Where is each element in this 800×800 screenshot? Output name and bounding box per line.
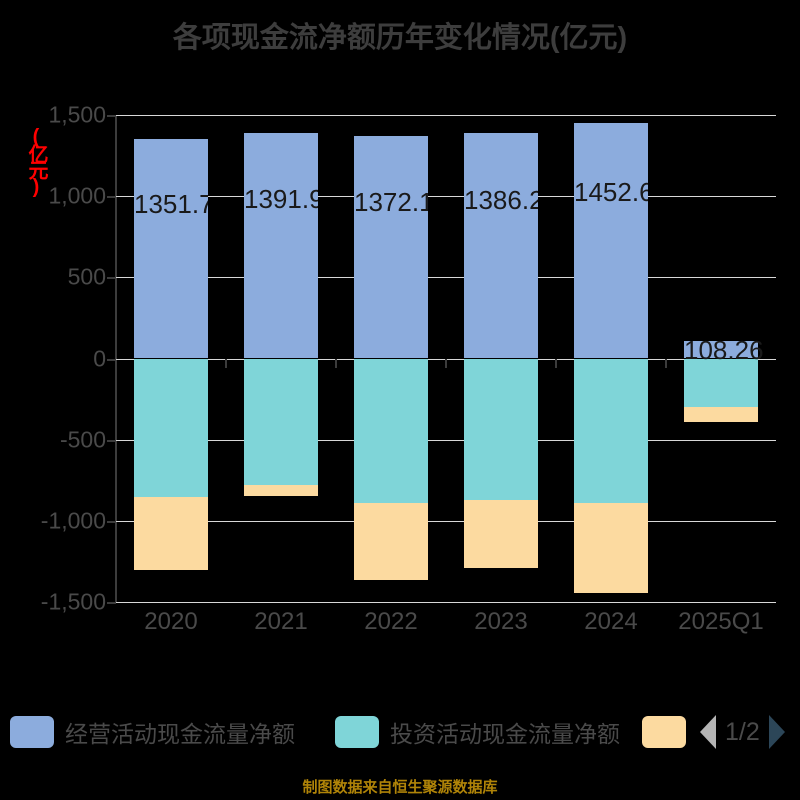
bar-segment-financing[interactable]	[134, 497, 208, 571]
gridline	[116, 602, 776, 603]
y-axis-tick	[107, 520, 116, 523]
chart-title: 各项现金流净额历年变化情况(亿元)	[172, 22, 628, 54]
x-axis-minor-tick	[335, 358, 337, 368]
gridline	[116, 277, 776, 279]
legend-swatch	[335, 716, 379, 748]
x-axis-minor-tick	[665, 358, 667, 368]
bar-segment-operating[interactable]	[684, 340, 758, 359]
bar-segment-investing[interactable]	[684, 358, 758, 408]
bar-value-label: 108.26	[684, 334, 764, 365]
y-axis-tick	[107, 115, 116, 117]
y-axis-tick-label: -500	[59, 426, 106, 453]
bar-group[interactable]: 1391.944	[244, 115, 318, 602]
legend-item-0[interactable]: 经营活动现金流量净额	[10, 715, 295, 749]
pager-page-indicator: 1/2	[725, 717, 760, 746]
bar-value-label: 1372.19	[354, 188, 428, 215]
legend-item-1[interactable]: 投资活动现金流量净额	[335, 715, 620, 749]
bar-segment-operating[interactable]	[244, 132, 318, 359]
bar-value-label: 1452.681	[574, 179, 648, 206]
bar-segment-investing[interactable]	[134, 358, 208, 498]
x-axis-tick-label-2025Q1: 2025Q1	[678, 608, 764, 635]
bar-value-label: 1351.797	[134, 191, 208, 217]
bar-segment-operating[interactable]	[354, 135, 428, 359]
y-axis-tick	[107, 196, 116, 199]
bar-segment-investing[interactable]	[244, 358, 318, 486]
gridline	[116, 115, 776, 116]
y-axis-tick-label: 1,500	[48, 101, 106, 128]
y-axis-unit-label: (亿元)	[25, 126, 47, 194]
bar-group[interactable]: 1351.797	[134, 115, 208, 602]
bar-segment-operating[interactable]	[574, 122, 648, 359]
y-axis-tick-label: 0	[93, 345, 106, 371]
bar-segment-operating[interactable]	[134, 139, 208, 359]
legend-swatch	[642, 716, 686, 748]
triangle-left-icon[interactable]	[700, 715, 716, 749]
bar-group[interactable]: 1452.681	[574, 115, 648, 602]
gridline	[116, 196, 776, 198]
x-axis-minor-tick	[225, 358, 227, 368]
x-axis-minor-tick	[445, 358, 447, 368]
bar-group[interactable]: 108.26	[684, 115, 764, 602]
bar-value-label: 1391.944	[244, 186, 318, 213]
gridline	[116, 520, 776, 522]
bar-segment-financing[interactable]	[574, 503, 648, 594]
x-axis-minor-tick	[555, 358, 557, 368]
y-axis-tick-label: -1,000	[40, 507, 106, 534]
bar-group[interactable]: 1386.231	[464, 115, 538, 602]
legend-item-2[interactable]	[642, 716, 686, 748]
y-axis-tick-label: 500	[67, 263, 106, 290]
plot-area: 1351.797 1391.944 1372.19 1386.231 1452.681 1…	[107, 115, 776, 604]
y-axis-tick	[107, 358, 116, 361]
bar-segment-financing[interactable]	[464, 500, 538, 569]
x-axis-tick-label-2022: 2022	[364, 608, 418, 635]
legend-label: 投资活动现金流量净额	[390, 721, 620, 747]
bar-segment-financing[interactable]	[244, 485, 318, 497]
bar-segment-financing[interactable]	[354, 502, 428, 581]
legend-swatch	[10, 716, 54, 748]
x-axis-tick-label-2021: 2021	[254, 608, 308, 635]
legend-label: 经营活动现金流量净额	[65, 721, 295, 747]
y-axis-tick-label: 1,000	[48, 182, 106, 209]
triangle-right-icon[interactable]	[768, 715, 785, 749]
x-axis-tick-label-2024: 2024	[584, 608, 638, 635]
x-axis-tick-label-2023: 2023	[474, 608, 528, 635]
legend-pager: 1/2	[700, 715, 785, 749]
bar-group[interactable]: 1372.19	[354, 115, 428, 602]
x-axis-tick-labels: 2020 2021 2022 2023 2024 2025Q1	[116, 608, 776, 648]
bar-segment-financing[interactable]	[684, 407, 758, 422]
gridline	[116, 439, 776, 441]
y-axis-tick-label: -1,500	[40, 588, 106, 615]
bar-segment-investing[interactable]	[464, 358, 538, 501]
x-axis-tick-label-2020: 2020	[144, 608, 198, 635]
chart-legend: 经营活动现金流量净额 投资活动现金流量净额 1/2	[0, 709, 800, 755]
bar-segment-investing[interactable]	[354, 358, 428, 503]
footer-attribution: 制图数据来自恒生聚源数据库	[302, 779, 498, 796]
y-axis-tick	[107, 602, 116, 604]
bar-segment-investing[interactable]	[574, 358, 648, 504]
bar-value-label: 1386.231	[464, 187, 538, 214]
y-axis-tick	[107, 277, 116, 280]
y-axis-tick	[107, 439, 116, 442]
bar-segment-operating[interactable]	[464, 133, 538, 359]
